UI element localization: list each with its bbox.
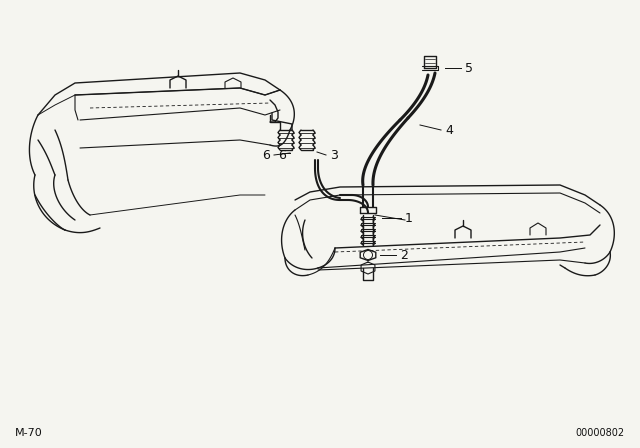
- Text: 1: 1: [405, 211, 413, 224]
- Text: 00000802: 00000802: [576, 428, 625, 438]
- Polygon shape: [361, 262, 375, 274]
- Text: 6: 6: [278, 148, 286, 161]
- Text: 3: 3: [330, 148, 338, 161]
- Text: 2: 2: [400, 249, 408, 262]
- Text: 6: 6: [262, 148, 270, 161]
- Text: 4: 4: [445, 124, 453, 137]
- Text: 5: 5: [465, 61, 473, 74]
- Polygon shape: [360, 250, 376, 260]
- Text: M-70: M-70: [15, 428, 43, 438]
